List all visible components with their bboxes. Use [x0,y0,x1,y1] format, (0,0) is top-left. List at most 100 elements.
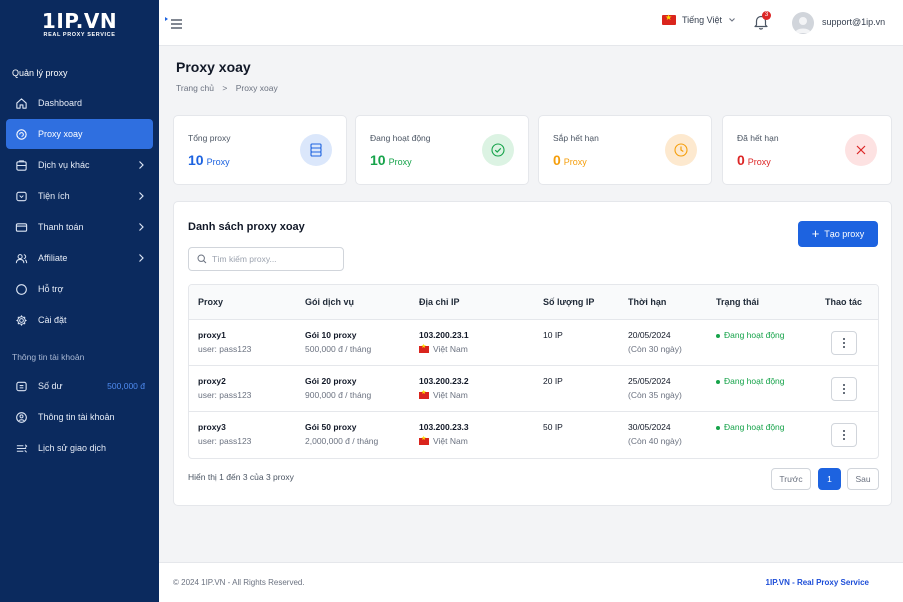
create-proxy-button[interactable]: + Tạo proxy [798,221,878,247]
support-icon [14,282,28,296]
sidebar-item-label: Cài đặt [38,315,67,325]
row-action-button[interactable] [831,377,857,401]
menu-toggle-icon[interactable] [165,15,187,31]
column-header: Thao tác [825,297,863,307]
proxy-cell: proxy2 user: pass123 [198,376,252,400]
table-row: proxy2 user: pass123 Gói 20 proxy 900,000 … [189,366,878,412]
status-badge: Đang hoạt động [716,330,785,340]
logo-tagline: REAL PROXY SERVICE [43,31,116,38]
gear-icon [14,313,28,327]
vietnam-flag-icon [419,343,429,353]
row-action-button[interactable] [831,331,857,355]
logo[interactable]: 1IP.VN REAL PROXY SERVICE [0,0,159,46]
chevron-right-icon [139,161,144,169]
stat-card-expiring: Sắp hết hạn 0 Proxy [538,115,712,185]
avatar[interactable] [792,12,814,34]
sidebar-item-lich-su-giao-dich[interactable]: Lịch sử giao dịch [6,433,153,463]
ip-count-cell: 20 IP [543,376,563,386]
close-icon [845,134,877,166]
sidebar-item-label: Hỗ trợ [38,284,64,294]
wallet-icon [14,379,28,393]
footer-brand-link[interactable]: 1IP.VN - Real Proxy Service [765,578,869,587]
table-header: Proxy Gói dịch vụ Địa chỉ IP Số lượng IP… [189,285,878,320]
stat-card-expired: Đã hết hạn 0 Proxy [722,115,892,185]
sidebar-item-label: Tiện ích [38,191,70,201]
more-vertical-icon [843,430,845,440]
sidebar-section-title: Quản lý proxy [12,68,68,78]
sidebar-item-thong-tin-tai-khoan[interactable]: Thông tin tài khoản [6,402,153,432]
sidebar-item-so-du[interactable]: Số dư 500,000 đ [6,371,153,401]
column-header: Địa chỉ IP [419,297,460,307]
plan-cell: Gói 20 proxy 900,000 đ / tháng [305,376,372,400]
sidebar-item-proxy-xoay[interactable]: Proxy xoay [6,119,153,149]
stat-label: Đang hoạt động [370,133,431,143]
chevron-right-icon [139,192,144,200]
column-header: Gói dịch vụ [305,297,355,307]
stat-value: 0 Proxy [737,152,771,168]
column-header: Thời hạn [628,297,667,307]
search-input[interactable] [212,254,332,264]
user-email[interactable]: support@1ip.vn [822,17,886,27]
sidebar-item-label: Lịch sử giao dịch [38,443,107,453]
sidebar-item-label: Thanh toán [38,222,84,232]
column-header: Số lượng IP [543,297,595,307]
home-icon [14,96,28,110]
ip-cell: 103.200.23.2Việt Nam [419,376,469,400]
sidebar-item-dashboard[interactable]: Dashboard [6,88,153,118]
sidebar-item-label: Thông tin tài khoản [38,412,115,422]
breadcrumb-current: Proxy xoay [235,83,278,93]
stat-card-total: Tổng proxy 10 Proxy [173,115,347,185]
check-circle-icon [482,134,514,166]
proxy-cell: proxy3 user: pass123 [198,422,252,446]
chevron-right-icon [139,254,144,262]
server-icon [300,134,332,166]
stat-value: 0 Proxy [553,152,587,168]
stat-label: Đã hết hạn [737,133,779,143]
sidebar-item-cai-dat[interactable]: Cài đặt [6,305,153,335]
language-selector[interactable]: Tiếng Việt [662,13,736,25]
pagination-page-button[interactable]: 1 [818,468,841,490]
page-title: Proxy xoay [176,59,251,75]
column-header: Trạng thái [716,297,760,307]
sidebar-item-label: Affiliate [38,253,68,263]
sidebar-item-label: Proxy xoay [38,129,83,139]
chevron-down-icon [729,18,735,22]
expiry-cell: 25/05/2024 (Còn 35 ngày) [628,376,682,400]
table-row: proxy3 user: pass123 Gói 50 proxy 2,000,00… [189,412,878,458]
sidebar-item-label: Số dư [38,381,63,391]
proxy-list-card: Danh sách proxy xoay + Tạo proxy Proxy G… [173,201,892,506]
pagination-next-button[interactable]: Sau [847,468,879,490]
sidebar-item-affiliate[interactable]: Affiliate [6,243,153,273]
sidebar-item-label: Dashboard [38,98,83,108]
sidebar-item-thanh-toan[interactable]: Thanh toán [6,212,153,242]
sidebar-item-ho-tro[interactable]: Hỗ trợ [6,274,153,304]
pagination-prev-button[interactable]: Trước [771,468,811,490]
breadcrumb-home[interactable]: Trang chủ [176,83,214,93]
column-header: Proxy [198,297,224,307]
plan-cell: Gói 50 proxy 2,000,000 đ / tháng [305,422,379,446]
sidebar-section-title: Thông tin tài khoản [12,352,85,362]
sidebar-item-label: Dịch vụ khác [38,160,90,170]
chevron-right-icon [139,223,144,231]
sidebar-item-tien-ich[interactable]: Tiện ích [6,181,153,211]
more-vertical-icon [843,338,845,348]
history-icon [14,441,28,455]
users-icon [14,251,28,265]
plan-cell: Gói 10 proxy 500,000 đ / tháng [305,330,372,354]
copyright-text: © 2024 1IP.VN - All Rights Reserved. [173,578,305,587]
row-action-button[interactable] [831,423,857,447]
user-circle-icon [14,410,28,424]
ip-count-cell: 10 IP [543,330,563,340]
footer: © 2024 1IP.VN - All Rights Reserved. 1IP… [159,562,903,602]
sidebar-item-dich-vu-khac[interactable]: Dịch vụ khác [6,150,153,180]
table-row: proxy1 user: pass123 Gói 10 proxy 500,000 … [189,320,878,366]
stat-value: 10 Proxy [188,152,230,168]
ip-cell: 103.200.23.1Việt Nam [419,330,469,354]
stat-label: Tổng proxy [188,133,231,143]
breadcrumb-separator: > [222,83,228,93]
stat-label: Sắp hết hạn [553,133,599,143]
payment-icon [14,220,28,234]
expiry-cell: 20/05/2024 (Còn 30 ngày) [628,330,682,354]
sidebar: 1IP.VN REAL PROXY SERVICE Quản lý proxy … [0,0,159,602]
create-proxy-label: Tạo proxy [824,229,865,239]
